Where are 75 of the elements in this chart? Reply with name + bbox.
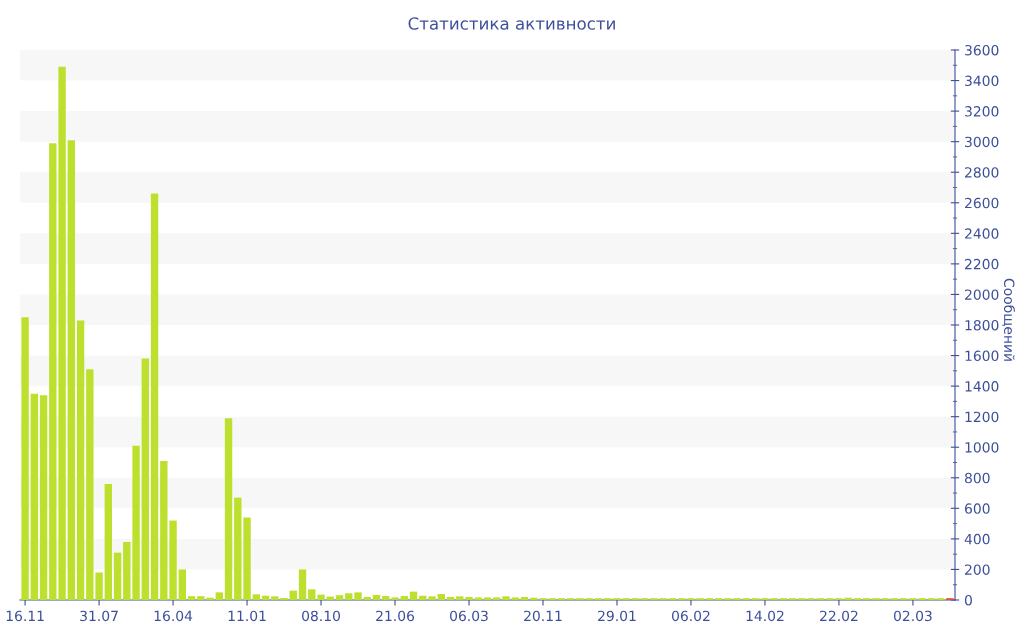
bar — [104, 483, 113, 600]
bar — [224, 418, 233, 600]
x-tick-label: 31.07 — [80, 610, 118, 622]
x-tick-label: 08.10 — [302, 610, 340, 622]
bar — [30, 393, 39, 600]
bar — [76, 320, 85, 600]
bar — [456, 596, 464, 600]
bar — [243, 517, 251, 600]
bar — [345, 593, 353, 600]
bar — [335, 595, 344, 600]
y-tick-label: 800 — [964, 472, 990, 484]
bar — [271, 596, 279, 600]
bar — [493, 597, 501, 600]
y-tick-label: 2800 — [965, 167, 999, 178]
bar — [446, 596, 455, 600]
chart-title: Статистика активности — [408, 17, 615, 30]
x-tick-label: 22.02 — [820, 610, 858, 622]
bar — [511, 597, 519, 600]
bar — [502, 596, 510, 600]
bar — [39, 395, 48, 600]
bar — [187, 596, 196, 600]
bar — [363, 596, 371, 600]
y-tick-label: 2400 — [965, 228, 999, 239]
bar — [21, 317, 29, 600]
bar — [308, 589, 316, 600]
x-tick-label: 14.02 — [746, 610, 784, 622]
bar — [354, 592, 362, 600]
y-tick-label: 1800 — [965, 319, 999, 331]
y-axis-title: Сообщений — [1002, 278, 1015, 361]
bar — [428, 596, 436, 600]
bar — [215, 592, 223, 600]
y-tick-label: 2200 — [965, 258, 999, 270]
bar — [437, 594, 445, 600]
bar — [298, 569, 307, 600]
y-tick-label: 1000 — [965, 442, 999, 453]
x-tick-label: 16.04 — [154, 610, 193, 622]
y-tick-label: 1400 — [965, 381, 999, 392]
bar — [317, 594, 325, 600]
y-tick-label: 2000 — [965, 289, 999, 300]
bar — [483, 597, 492, 600]
bar — [67, 140, 76, 600]
y-tick-label: 2600 — [965, 197, 999, 209]
x-tick-label: 29.01 — [598, 610, 636, 622]
bar — [252, 594, 260, 600]
bar — [150, 193, 159, 600]
bar — [372, 594, 381, 600]
bar — [382, 596, 390, 600]
y-tick-label: 0 — [964, 594, 972, 606]
bar — [409, 591, 418, 600]
bar — [178, 569, 187, 600]
bar — [234, 497, 242, 600]
y-tick-label: 3200 — [965, 106, 999, 117]
x-tick-label: 16.11 — [6, 610, 44, 622]
bar — [400, 596, 408, 600]
y-tick-label: 600 — [965, 503, 990, 514]
bar — [391, 597, 399, 600]
x-tick-label: 06.02 — [672, 610, 710, 622]
x-tick-label: 02.03 — [893, 610, 932, 622]
y-tick-label: 1600 — [965, 350, 999, 362]
x-tick-label: 20.11 — [524, 610, 562, 622]
y-tick-label: 1200 — [965, 411, 999, 423]
y-tick-label: 400 — [964, 533, 990, 545]
bar — [289, 590, 297, 600]
bar — [141, 358, 150, 600]
x-tick-label: 06.03 — [450, 610, 488, 622]
bar — [465, 596, 473, 600]
y-tick-label: 3000 — [965, 136, 999, 148]
y-tick-label: 3400 — [965, 75, 999, 87]
x-tick-label: 11.01 — [228, 610, 266, 622]
bar — [520, 596, 529, 600]
bar — [474, 597, 482, 600]
y-tick-label: 200 — [965, 564, 990, 575]
y-tick-label: 3600 — [965, 44, 999, 56]
bar — [113, 552, 122, 600]
x-tick-label: 21.06 — [376, 610, 415, 622]
